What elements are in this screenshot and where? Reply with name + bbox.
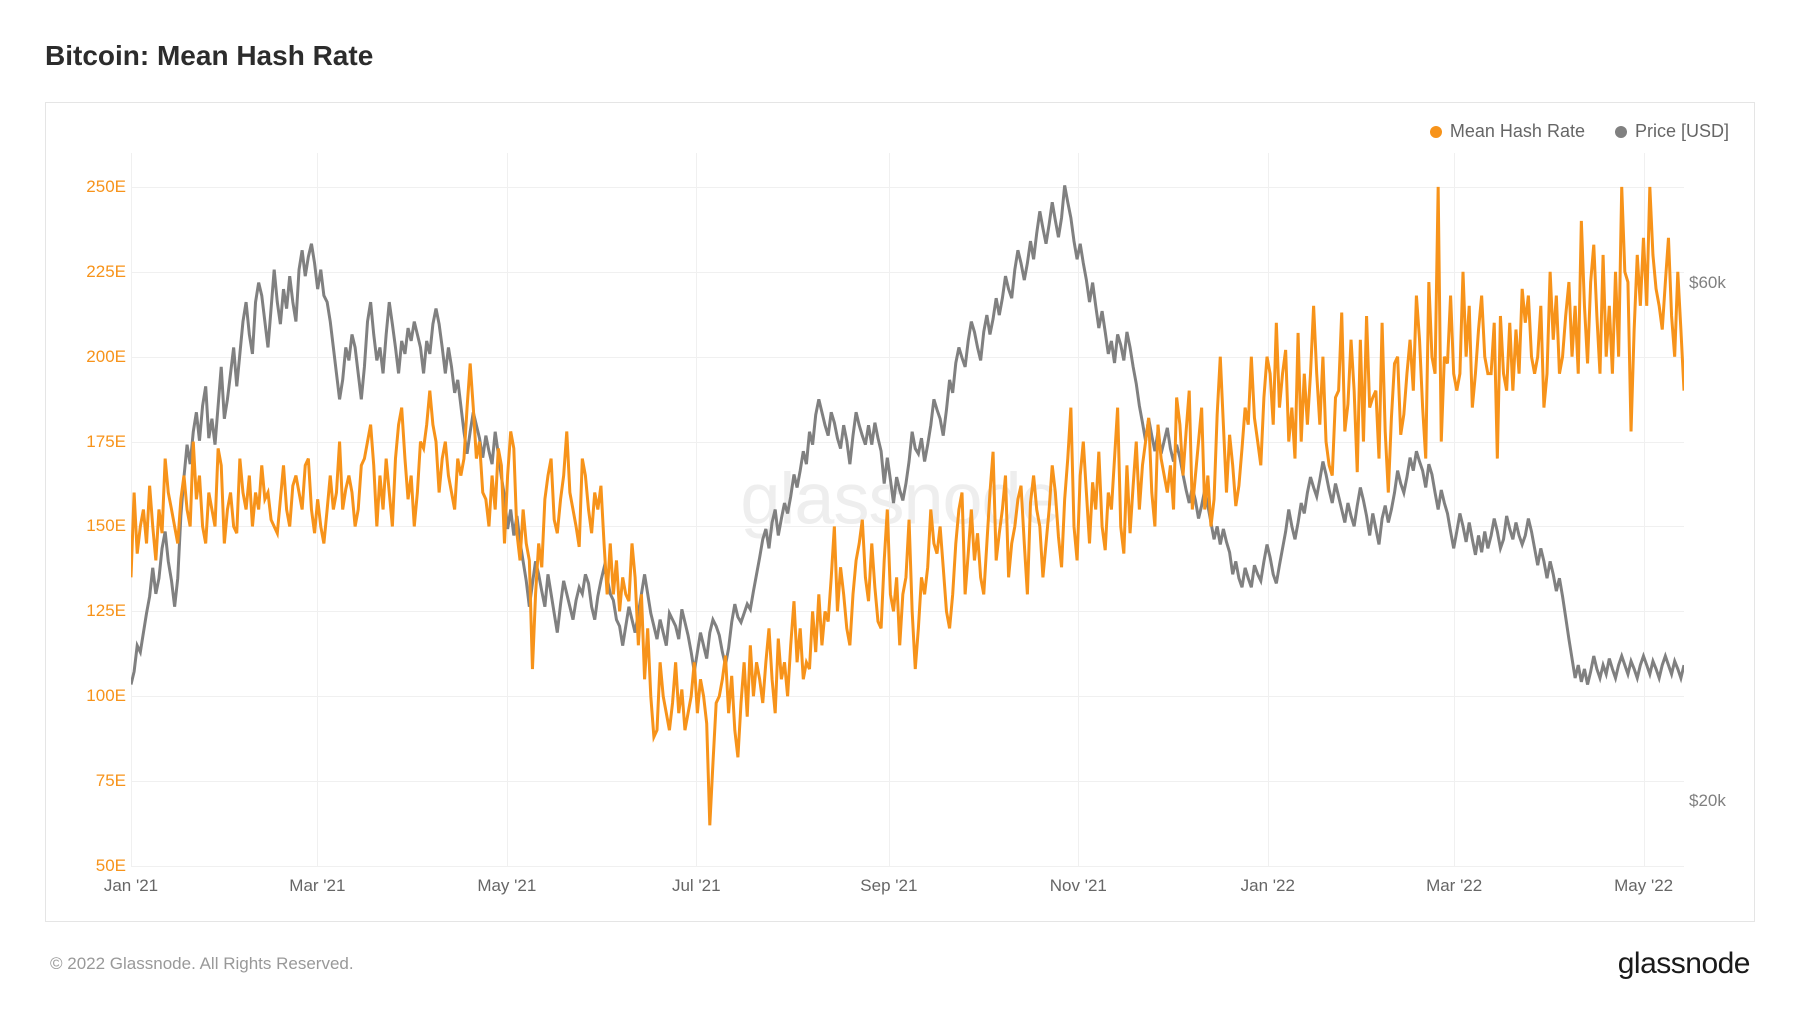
legend: Mean Hash Rate Price [USD] — [1430, 121, 1729, 142]
x-tick: Jan '22 — [1241, 876, 1295, 896]
copyright: © 2022 Glassnode. All Rights Reserved. — [50, 954, 354, 974]
y-tick-left: 50E — [66, 856, 126, 876]
plot-area — [131, 153, 1684, 866]
chart-line — [131, 187, 1684, 825]
x-tick: May '21 — [477, 876, 536, 896]
y-tick-left: 125E — [66, 601, 126, 621]
chart-line — [131, 185, 1684, 684]
legend-dot-hashrate — [1430, 126, 1442, 138]
y-tick-left: 100E — [66, 686, 126, 706]
x-axis: Jan '21Mar '21May '21Jul '21Sep '21Nov '… — [131, 876, 1684, 901]
x-tick: Nov '21 — [1050, 876, 1107, 896]
legend-label-hashrate: Mean Hash Rate — [1450, 121, 1585, 142]
x-tick: May '22 — [1614, 876, 1673, 896]
y-axis-left: 50E75E100E125E150E175E200E225E250E — [66, 153, 126, 866]
legend-item-price[interactable]: Price [USD] — [1615, 121, 1729, 142]
legend-item-hashrate[interactable]: Mean Hash Rate — [1430, 121, 1585, 142]
x-tick: Mar '22 — [1426, 876, 1482, 896]
x-tick: Mar '21 — [289, 876, 345, 896]
y-tick-right: $60k — [1689, 273, 1739, 293]
legend-dot-price — [1615, 126, 1627, 138]
y-tick-left: 75E — [66, 771, 126, 791]
y-tick-left: 200E — [66, 347, 126, 367]
chart-container: Mean Hash Rate Price [USD] glassnode 50E… — [45, 102, 1755, 922]
y-tick-right: $20k — [1689, 791, 1739, 811]
brand-logo: glassnode — [1618, 947, 1750, 981]
y-tick-left: 225E — [66, 262, 126, 282]
chart-svg — [131, 153, 1684, 866]
x-tick: Jan '21 — [104, 876, 158, 896]
legend-label-price: Price [USD] — [1635, 121, 1729, 142]
y-tick-left: 150E — [66, 516, 126, 536]
x-tick: Sep '21 — [860, 876, 917, 896]
footer: © 2022 Glassnode. All Rights Reserved. g… — [45, 947, 1755, 981]
chart-title: Bitcoin: Mean Hash Rate — [45, 40, 1755, 72]
y-tick-left: 175E — [66, 432, 126, 452]
y-axis-right: $20k $60k — [1689, 153, 1739, 866]
y-tick-left: 250E — [66, 177, 126, 197]
x-tick: Jul '21 — [672, 876, 721, 896]
